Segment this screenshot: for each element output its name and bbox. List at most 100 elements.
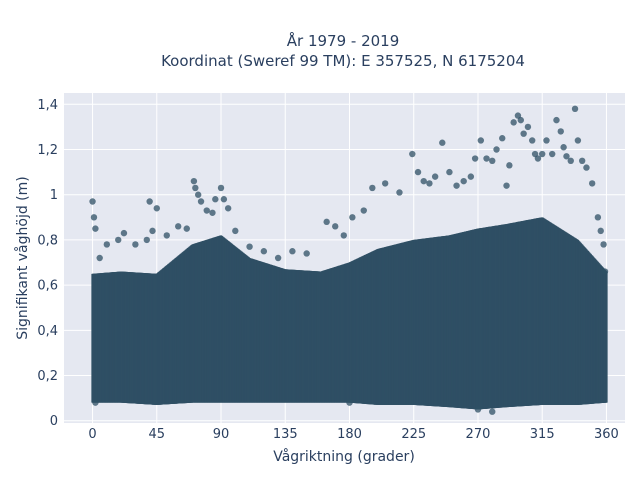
data-point — [303, 250, 310, 257]
data-point — [474, 406, 482, 413]
data-point — [489, 408, 496, 415]
data-point — [92, 225, 99, 232]
data-point — [553, 116, 560, 124]
data-point — [190, 177, 198, 185]
data-point — [96, 254, 103, 262]
data-point — [174, 223, 182, 230]
data-point — [217, 184, 225, 192]
data-point — [409, 150, 416, 158]
y-tick-label: 0,8 — [37, 233, 58, 248]
data-point — [539, 150, 546, 158]
x-tick-label: 135 — [273, 427, 298, 442]
y-tick-label: 1,2 — [37, 143, 58, 158]
data-point — [346, 399, 353, 406]
data-point — [506, 162, 513, 169]
data-point — [289, 248, 296, 255]
y-tick-label: 1,4 — [37, 98, 58, 113]
data-point — [414, 168, 422, 176]
data-point — [510, 119, 517, 126]
data-point — [567, 157, 574, 165]
data-points — [89, 105, 609, 415]
data-point — [483, 155, 490, 162]
data-point — [132, 241, 139, 248]
data-point — [260, 248, 268, 255]
data-point — [220, 196, 228, 203]
data-point — [149, 227, 156, 235]
y-tick-label: 0,6 — [37, 279, 58, 294]
data-point — [453, 182, 460, 189]
data-point — [520, 130, 527, 137]
data-point — [396, 189, 403, 196]
data-point — [274, 254, 282, 262]
data-point — [460, 177, 467, 185]
data-point — [503, 182, 510, 189]
data-point — [203, 207, 210, 214]
data-point — [340, 232, 347, 239]
data-point — [517, 116, 524, 124]
y-tick-label: 0,2 — [37, 369, 58, 384]
x-tick-label: 225 — [401, 427, 426, 442]
data-point — [583, 164, 590, 171]
data-point — [588, 180, 596, 187]
data-point — [431, 173, 439, 180]
data-point — [543, 137, 550, 144]
data-point — [578, 157, 586, 165]
data-point — [232, 227, 239, 235]
x-tick-label: 270 — [466, 427, 491, 442]
data-point — [192, 184, 199, 192]
data-point — [446, 168, 453, 176]
x-tick-label: 360 — [594, 427, 619, 442]
data-point — [574, 137, 582, 144]
data-point — [548, 150, 556, 158]
chart-title: År 1979 - 2019 — [287, 31, 400, 50]
data-point — [524, 123, 532, 131]
data-point — [224, 205, 232, 212]
data-point — [529, 137, 536, 144]
data-point — [153, 205, 160, 212]
data-point — [103, 241, 111, 248]
data-point — [597, 227, 604, 235]
data-point — [360, 207, 367, 214]
data-point — [90, 214, 98, 221]
y-tick-label: 0,4 — [37, 324, 58, 339]
data-point — [563, 153, 570, 160]
data-point — [209, 209, 216, 216]
chart-subtitle: Koordinat (Sweref 99 TM): E 357525, N 61… — [161, 52, 525, 70]
data-point — [594, 214, 602, 221]
data-point — [197, 198, 205, 205]
data-point — [489, 157, 496, 165]
data-point — [369, 184, 376, 192]
data-point — [146, 198, 153, 205]
data-point — [349, 214, 356, 221]
data-point — [560, 144, 567, 151]
y-tick-label: 0 — [50, 414, 58, 429]
data-point — [601, 268, 609, 275]
data-point — [534, 155, 542, 162]
x-tick-label: 180 — [337, 427, 362, 442]
data-point — [246, 243, 253, 250]
x-tick-label: 45 — [149, 427, 166, 442]
data-point — [115, 236, 122, 244]
data-point — [89, 198, 96, 205]
data-point — [557, 128, 564, 135]
data-point — [163, 232, 170, 239]
data-point — [600, 241, 607, 248]
data-point — [426, 180, 433, 187]
data-point — [467, 173, 475, 180]
data-point — [323, 218, 330, 226]
data-point — [92, 399, 99, 406]
data-point — [143, 236, 150, 244]
y-tick-label: 1 — [50, 188, 58, 203]
x-tick-label: 90 — [213, 427, 230, 442]
data-point — [493, 146, 500, 153]
data-point — [499, 135, 506, 142]
x-tick-label: 0 — [88, 427, 96, 442]
data-point — [183, 225, 190, 232]
data-point — [571, 105, 579, 113]
data-point — [120, 229, 128, 237]
data-point — [194, 191, 202, 198]
data-point — [381, 180, 389, 187]
y-axis-title: Signifikant våghöjd (m) — [14, 176, 31, 339]
x-tick-labels: 0 45 90 135 180 225 270 315 360 — [88, 427, 618, 442]
